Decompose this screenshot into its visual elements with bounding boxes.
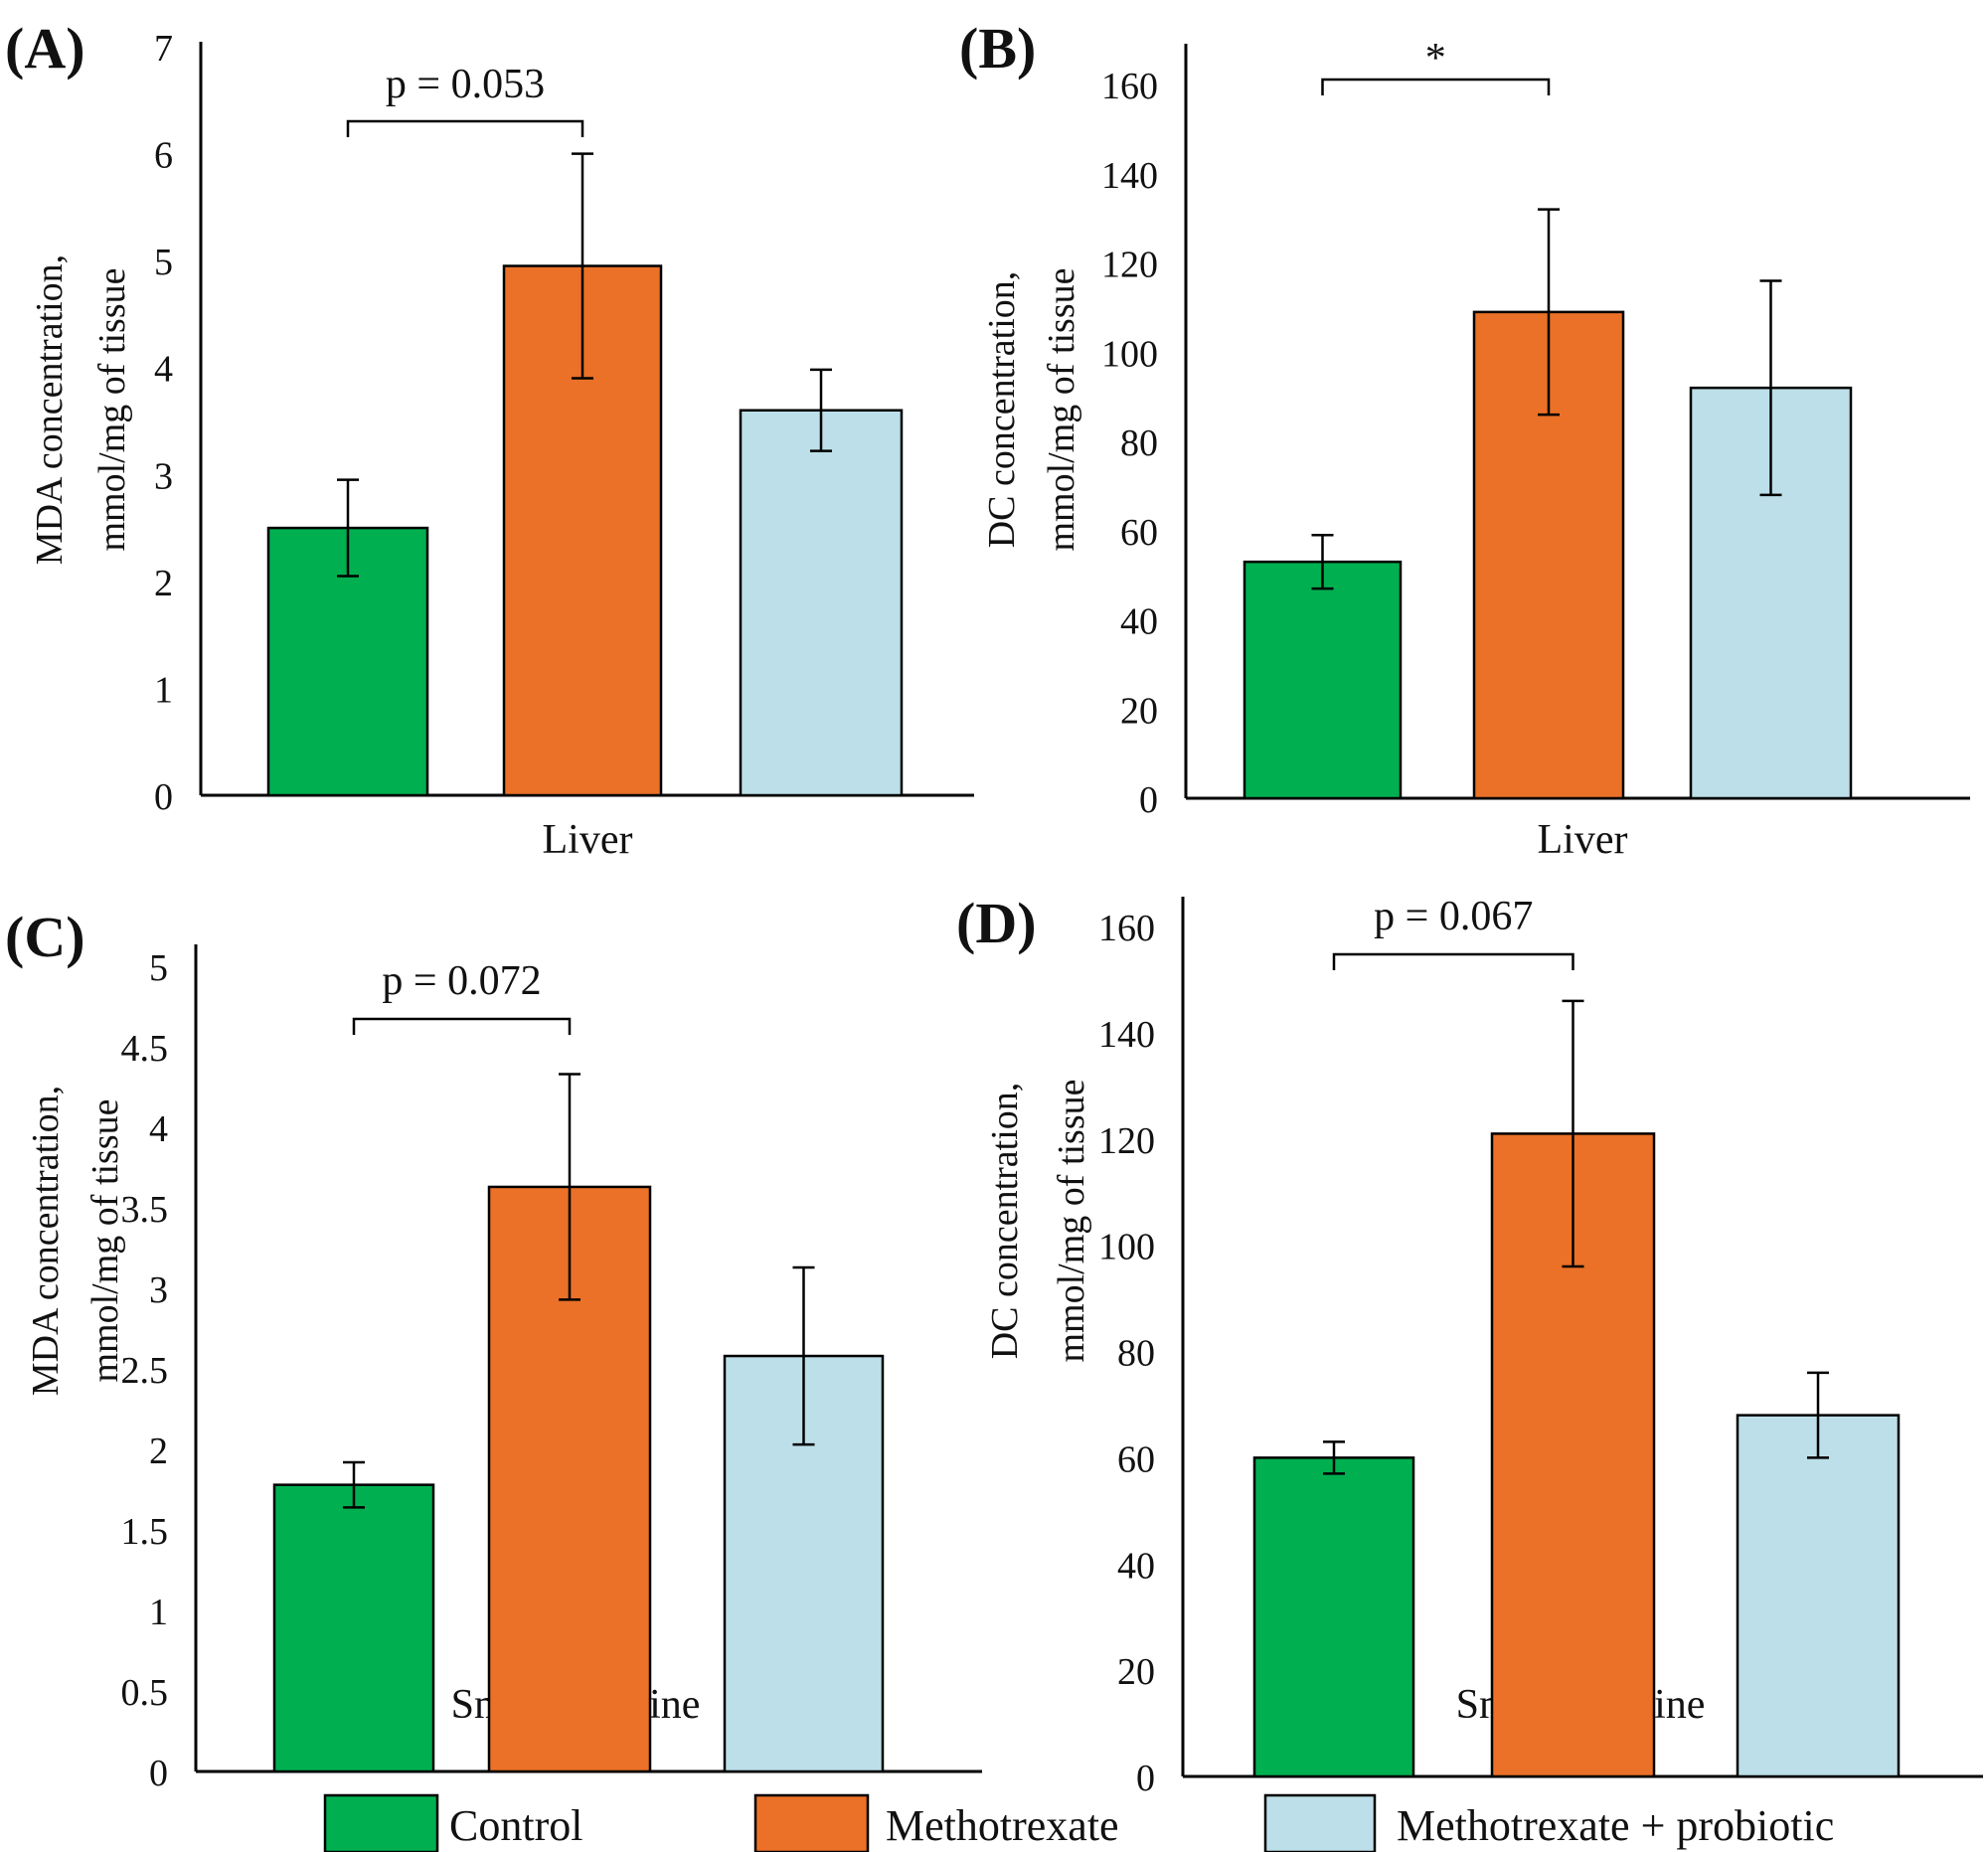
y-tick-label: 0 — [149, 1753, 168, 1794]
y-tick-label: 4 — [149, 1108, 168, 1150]
bar-probiotic — [1736, 1414, 1901, 1778]
y-axis-title: mmol/mg of tissue — [1041, 268, 1082, 552]
y-tick-label: 100 — [1101, 333, 1158, 375]
y-tick-label: 120 — [1098, 1120, 1155, 1162]
legend-swatch — [753, 1793, 870, 1852]
legend-label: Control — [449, 1801, 582, 1850]
y-tick-label: 140 — [1101, 155, 1158, 197]
y-axis-title: DC concentration, — [984, 1083, 1026, 1360]
y-tick-label: 4.5 — [121, 1028, 169, 1070]
bar-probiotic — [739, 409, 904, 797]
y-tick-label: 3 — [149, 1269, 168, 1311]
significance-bracket — [352, 1017, 572, 1035]
y-tick-label: 80 — [1117, 1333, 1155, 1375]
bar-control — [1252, 1456, 1415, 1778]
y-tick-label: 0.5 — [121, 1672, 169, 1714]
panel-label: (B) — [959, 16, 1036, 81]
y-tick-label: 0 — [1139, 779, 1158, 821]
legend-label: Methotrexate — [886, 1801, 1119, 1850]
legend-label: Methotrexate + probiotic — [1397, 1801, 1834, 1850]
y-tick-label: 3.5 — [121, 1189, 169, 1231]
y-tick-label: 60 — [1120, 512, 1158, 554]
y-tick-label: 40 — [1117, 1545, 1155, 1587]
y-tick-label: 2.5 — [121, 1350, 169, 1392]
y-axis-title: mmol/mg of tissue — [84, 1099, 126, 1383]
y-tick-label: 2 — [149, 1431, 168, 1472]
y-tick-label: 1 — [149, 1592, 168, 1633]
significance-bracket — [1332, 952, 1574, 970]
bar-methotrexate — [502, 264, 663, 797]
significance-bracket — [346, 119, 584, 137]
y-axis-title: DC concentration, — [981, 271, 1023, 549]
significance-bracket — [1321, 78, 1551, 95]
x-axis-label: Liver — [543, 817, 633, 863]
significance-label: * — [1425, 36, 1446, 82]
bar-control — [272, 1483, 435, 1773]
y-axis-title: MDA concentration, — [29, 254, 71, 565]
y-axis-title: mmol/mg of tissue — [91, 268, 133, 552]
significance-label: p = 0.072 — [382, 958, 541, 1004]
panel-label: (D) — [956, 891, 1037, 955]
y-tick-label: 1 — [154, 669, 173, 711]
panel-label: (A) — [5, 16, 85, 81]
y-axis-title: mmol/mg of tissue — [1051, 1080, 1092, 1363]
y-tick-label: 0 — [1136, 1758, 1155, 1799]
legend-swatch — [1263, 1793, 1377, 1852]
y-tick-label: 5 — [154, 242, 173, 283]
y-tick-label: 40 — [1120, 601, 1158, 643]
y-tick-label: 2 — [154, 563, 173, 604]
significance-label: p = 0.067 — [1374, 894, 1533, 939]
bar-methotrexate — [1472, 310, 1625, 800]
x-axis-label: Liver — [1538, 817, 1628, 863]
y-tick-label: 4 — [154, 349, 173, 391]
legend-swatch — [323, 1793, 439, 1852]
significance-label: p = 0.053 — [386, 62, 545, 107]
y-tick-label: 160 — [1101, 66, 1158, 107]
y-axis-title: MDA concentration, — [25, 1086, 67, 1396]
y-tick-label: 160 — [1098, 908, 1155, 949]
y-tick-label: 0 — [154, 776, 173, 818]
bar-control — [1242, 560, 1403, 800]
y-tick-label: 60 — [1117, 1438, 1155, 1480]
y-tick-label: 120 — [1101, 245, 1158, 286]
y-tick-label: 1.5 — [121, 1511, 169, 1553]
panel-label: (C) — [5, 905, 85, 969]
y-tick-label: 5 — [149, 947, 168, 989]
y-tick-label: 7 — [154, 28, 173, 70]
y-tick-label: 20 — [1120, 690, 1158, 732]
y-tick-label: 20 — [1117, 1651, 1155, 1693]
y-tick-label: 140 — [1098, 1014, 1155, 1056]
y-tick-label: 3 — [154, 455, 173, 497]
y-tick-label: 80 — [1120, 422, 1158, 464]
y-tick-label: 6 — [154, 135, 173, 177]
y-tick-label: 100 — [1098, 1227, 1155, 1268]
